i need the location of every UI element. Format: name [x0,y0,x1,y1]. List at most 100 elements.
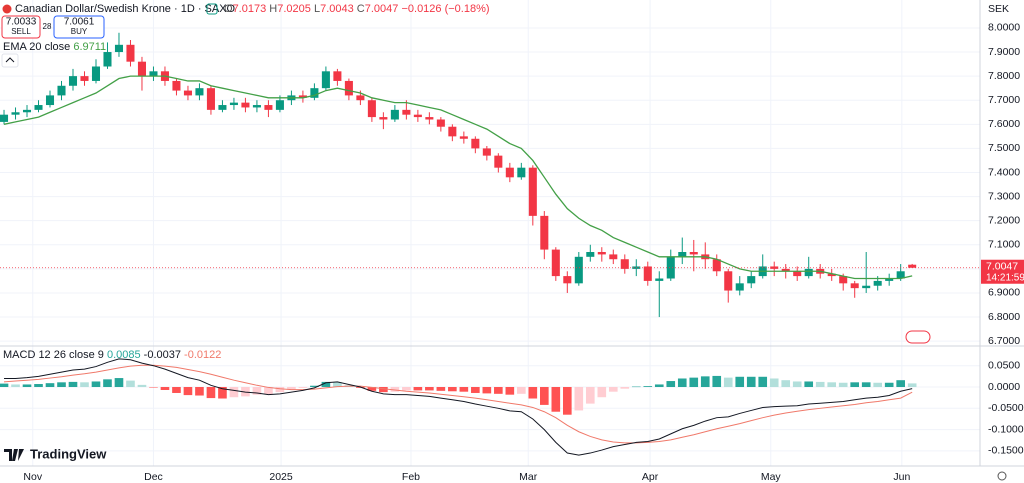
candle-body [298,95,307,98]
macd-histogram-bar [103,379,112,388]
macd-line [4,358,913,456]
macd-histogram-bar [758,376,768,388]
macd-histogram-bar [746,376,756,388]
macd-histogram-bar [505,387,515,395]
candle-body [735,283,744,291]
candle-body [68,76,78,86]
ohlc-legend: O7.0173 H7.0205 L7.0043 C7.0047 −0.0126 … [224,3,490,15]
candle-body [494,155,503,168]
candle-body [712,259,721,272]
collapse-icon [5,57,15,63]
macd-histogram-bar [413,387,423,391]
x-tick-label: Mar [519,471,538,483]
macd-legend[interactable]: MACD 12 26 close 9 0.0085 -0.0037 -0.012… [3,349,221,361]
logo-icon [4,449,24,461]
macd-histogram-bar [574,387,584,411]
macd-histogram-bar [91,381,101,388]
candle-body [482,148,491,156]
candle-body [620,259,629,269]
macd-histogram-bar [654,384,664,388]
macd-histogram-bar [494,387,503,394]
macd-histogram-bar [206,387,216,399]
macd-histogram-bar [298,387,308,388]
macd-value: -0.0037 [144,349,181,361]
y-tick-label: 6.8000 [988,311,1020,323]
candle-body [459,136,468,139]
macd-histogram-bar [815,381,825,388]
buy-button[interactable] [53,15,105,39]
macd-histogram-bar [402,387,411,391]
macd-histogram-bar [838,382,848,388]
macd-histogram-bar [873,382,882,388]
y-tick-label: 7.8000 [988,70,1020,82]
macd-histogram-bar [390,387,400,392]
y-tick-label: -0.0500 [988,402,1024,414]
price-axis-unit[interactable]: SEK [988,3,1009,15]
macd-histogram-bar [172,387,181,393]
candle-body [344,80,353,96]
macd-histogram-bar [229,387,239,398]
last-price-badge [981,259,1024,284]
candle-body [850,283,859,289]
macd-histogram-bar [769,378,779,388]
macd-histogram-bar [723,377,733,388]
candle-body [896,271,905,279]
macd-histogram-bar [448,387,457,392]
events-badge[interactable] [905,330,931,344]
candle-body [379,117,388,120]
macd-histogram-bar [597,387,607,398]
candle-body [689,252,698,255]
macd-histogram-bar [517,387,526,394]
candle-body [264,105,273,110]
y-tick-label: 7.7000 [988,94,1020,106]
ohlc-value: 7.0047 [365,3,399,15]
candle-body [666,256,675,279]
candle-body [505,167,514,178]
macd-histogram-bar [700,376,710,388]
y-tick-label: 0.0500 [988,359,1020,371]
macd-histogram-bar [11,384,20,388]
x-tick-label: May [761,471,782,483]
y-tick-label: 7.9000 [988,46,1020,58]
candle-body [609,254,618,260]
candle-body [862,285,871,289]
macd-histogram-bar [781,380,791,388]
candle-body [678,252,687,257]
macd-histogram-bar [643,386,653,388]
ema-label: EMA 20 close [3,41,70,53]
macd-histogram-bar [183,387,193,396]
sell-label: SELL [11,27,31,36]
macd-histogram-bar [540,387,549,405]
status-icon[interactable] [206,3,218,15]
macd-histogram-bar [608,387,618,392]
change: −0.0126 (−0.18%) [401,3,489,15]
candle-body [367,100,376,118]
ohlc-label: O [224,3,233,15]
candle-body [655,278,664,281]
x-tick-label: Jun [893,471,910,483]
symbol-title[interactable]: Canadian Dollar/Swedish Krone · 1D · SAX… [15,3,236,15]
candle-body [321,71,330,89]
macd-histogram-bar [712,375,722,388]
sell-button[interactable] [1,15,41,39]
ema-legend[interactable]: EMA 20 close 6.9711 [3,41,106,53]
settings-icon[interactable] [997,471,1007,481]
macd-histogram-bar [471,387,480,393]
macd-label: MACD 12 26 close 9 [3,349,104,361]
x-tick-label: Dec [144,471,163,483]
candle-body [149,71,158,77]
candle-body [390,109,399,120]
candle-body [172,80,181,91]
signal-line [3,364,913,444]
macd-histogram-bar [907,383,917,388]
y-tick-label: 0.0000 [988,381,1020,393]
macd-histogram-bar [367,387,377,391]
candle-body [413,114,422,118]
candle-body [0,114,9,122]
macd-histogram-bar [57,382,66,388]
y-tick-label: 7.3000 [988,190,1020,202]
candle-body [804,268,813,277]
ohlc-value: 7.0043 [320,3,354,15]
candle-body [540,215,549,250]
collapse-button[interactable] [1,53,19,68]
